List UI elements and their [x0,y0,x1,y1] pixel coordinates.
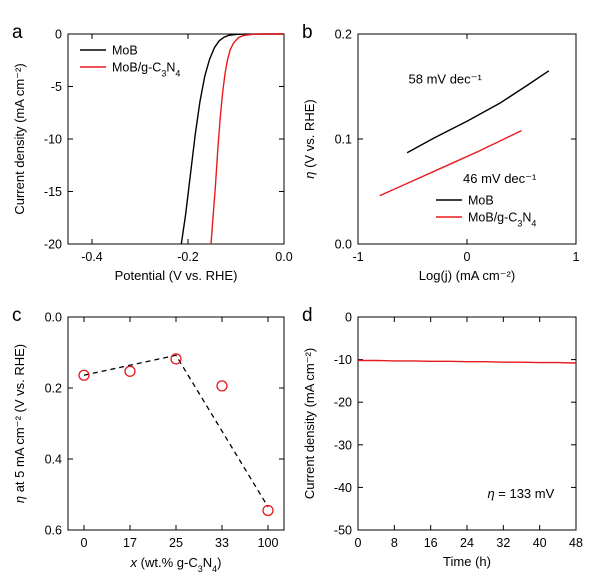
x-tick-label: 17 [123,536,137,550]
y-tick-label: -5 [51,80,62,94]
x-tick-label: 16 [424,536,438,550]
x-tick-label: 40 [533,536,547,550]
x-tick-label: -0.4 [81,250,103,264]
series-line-2 [210,33,284,245]
x-tick-label: 33 [215,536,229,550]
y-axis-label: Current density (mA cm⁻²) [302,348,317,499]
series-line-1 [180,33,284,245]
annotation-1: 58 mV dec⁻¹ [409,71,483,86]
y-tick-label: -10 [44,133,62,147]
x-tick-label: 100 [258,536,279,550]
panel-b-frame [357,33,577,245]
y-tick-label: -40 [334,481,352,495]
x-axis-label: x (wt.% g-C3N4) [130,555,222,574]
x-tick-label: 0 [355,536,362,550]
legend-entry: MoB [468,194,494,208]
x-tick-label: 0 [81,536,88,550]
y-tick-label: 0.6 [45,524,62,538]
data-point [262,504,274,517]
y-tick-label: -20 [334,396,352,410]
x-tick-label: 8 [391,536,398,550]
y-tick-label: 0.2 [335,28,352,42]
panel-b: b -1 0 1 0.0 0.1 0.2 Log(j) (mA cm⁻²) η (V vs. R… [302,22,580,283]
y-tick-label: -20 [44,238,62,252]
data-point [170,353,182,365]
x-axis-label: Potential (V vs. RHE) [115,268,238,283]
panel-a: a -0.4 -0.2 0.0 0 -5 -10 -15 -20 Potential (V vs.… [12,22,293,283]
panel-d: d 0 8 16 24 32 40 48 0 -10 -20 -30 -40 -50 Time (h) Cur… [302,305,583,569]
y-axis-label: η at 5 mA cm⁻² (V vs. RHE) [12,344,27,503]
panel-c: c 0 17 25 33 100 0.0 0.2 0.4 0.6 x (wt.% g-C3N4) η … [12,305,285,574]
x-axis-label: Time (h) [443,554,491,569]
y-axis-label: Current density (mA cm⁻²) [12,63,27,214]
legend: MoB MoB/g-C3N4 [80,44,180,79]
y-tick-label: 0.2 [45,382,62,396]
data-point [78,369,90,381]
series-line-2 [379,129,522,197]
y-axis-label: η (V vs. RHE) [302,99,317,178]
x-tick-label: -0.2 [177,250,199,264]
series-line-1 [358,359,577,364]
y-tick-label: 0.1 [335,133,352,147]
data-point [124,365,136,377]
y-tick-label: 0 [345,311,352,325]
y-tick-label: -30 [334,438,352,452]
x-tick-label: -1 [352,250,363,264]
series-line-1 [406,70,550,154]
y-tick-label: 0.4 [45,453,62,467]
x-tick-label: 1 [573,250,580,264]
panel-label-a: a [12,22,23,43]
x-tick-label: 48 [569,536,583,550]
legend-entry: MoB/g-C3N4 [112,61,180,79]
panel-label-b: b [302,22,313,43]
x-tick-label: 0.0 [275,250,292,264]
panel-a-frame [67,33,285,245]
x-tick-label: 25 [169,536,183,550]
x-tick-label: 24 [460,536,474,550]
y-tick-label: -15 [44,185,62,199]
y-tick-label: 0 [55,28,62,42]
y-tick-label: 0.0 [335,238,352,252]
panel-label-c: c [12,305,22,326]
y-tick-label: 0.0 [45,311,62,325]
panel-c-frame [67,316,285,531]
annotation-2: 46 mV dec⁻¹ [463,171,537,186]
legend-entry: MoB/g-C3N4 [468,211,536,229]
x-axis-label: Log(j) (mA cm⁻²) [419,268,515,283]
annotation-1: η = 133 mV [487,486,554,501]
legend: MoB MoB/g-C3N4 [436,194,536,229]
x-tick-label: 32 [496,536,510,550]
legend-entry: MoB [112,44,138,58]
y-tick-label: -10 [334,353,352,367]
x-tick-label: 0 [464,250,471,264]
y-tick-label: -50 [334,524,352,538]
trend-guide-line [83,354,269,508]
panel-label-d: d [302,305,313,326]
data-point [216,380,228,392]
